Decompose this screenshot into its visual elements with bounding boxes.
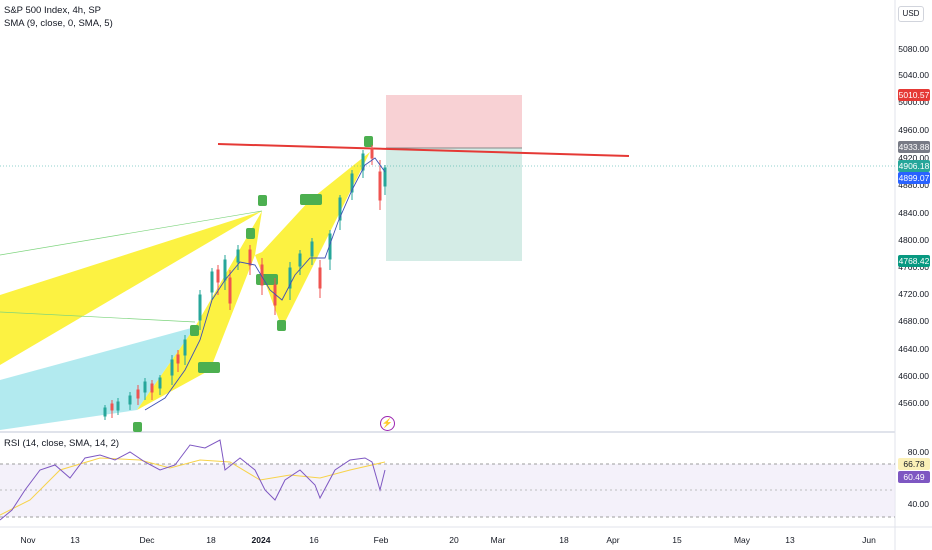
symbol-title[interactable]: S&P 500 Index, 4h, SP: [4, 5, 102, 16]
rsi-tick: 40.00: [907, 499, 929, 509]
price-tick: 5040.00: [898, 70, 929, 80]
rsi-sma-badge: 66.78: [898, 458, 930, 470]
pattern-cyan[interactable]: [0, 327, 195, 430]
rsi-value-badge: 60.49: [898, 471, 930, 483]
time-tick: 18: [559, 535, 569, 545]
price-tick: 4560.00: [898, 398, 929, 408]
time-tick: 2024: [251, 535, 271, 545]
candles[interactable]: [103, 145, 387, 420]
target-price-badge: 5010.57: [898, 89, 930, 101]
time-tick: 15: [672, 535, 682, 545]
price-tick: 4960.00: [898, 125, 929, 135]
time-tick: Apr: [606, 535, 620, 545]
target-zone[interactable]: [386, 95, 522, 148]
price-tick: 4680.00: [898, 316, 929, 326]
pattern-point[interactable]: [258, 195, 267, 206]
price-tick: 4840.00: [898, 208, 929, 218]
price-tick: 4640.00: [898, 344, 929, 354]
time-tick: 16: [309, 535, 319, 545]
time-tick: 13: [785, 535, 795, 545]
price-tick: 4720.00: [898, 289, 929, 299]
price-tick: 4800.00: [898, 235, 929, 245]
time-tick: Feb: [373, 535, 389, 545]
sma-line[interactable]: [144, 157, 386, 411]
pattern-point[interactable]: [190, 325, 199, 336]
last-price-badge: 4906.18: [898, 160, 930, 172]
entry-price-badge: 4933.88: [898, 141, 930, 153]
rsi-sma-line[interactable]: [0, 457, 386, 516]
sma-legend[interactable]: SMA (9, close, 0, SMA, 5): [4, 18, 113, 29]
rsi-line[interactable]: [0, 439, 386, 521]
time-tick: May: [733, 535, 751, 545]
price-tick: 4760.00: [898, 262, 929, 272]
pattern-guide-line: [0, 311, 196, 323]
time-tick: 18: [206, 535, 216, 545]
time-tick: 20: [449, 535, 459, 545]
pattern-point[interactable]: [364, 136, 373, 147]
pattern-ratio-label[interactable]: [300, 194, 322, 205]
pattern-ratio-label[interactable]: [198, 362, 220, 373]
lightning-icon[interactable]: ⚡: [380, 416, 395, 431]
rsi-legend[interactable]: RSI (14, close, SMA, 14, 2): [4, 438, 120, 449]
time-tick: Nov: [20, 535, 36, 545]
sma-price-badge: 4899.07: [898, 172, 930, 184]
time-tick: 13: [70, 535, 80, 545]
pattern-point[interactable]: [277, 320, 286, 331]
pattern-point[interactable]: [133, 422, 142, 432]
time-tick: Dec: [139, 535, 155, 545]
pattern-point[interactable]: [246, 228, 255, 239]
resistance-trendline[interactable]: [217, 143, 630, 157]
rsi-tick: 80.00: [907, 447, 929, 457]
currency-button[interactable]: USD: [898, 6, 924, 22]
stop-zone[interactable]: [386, 148, 522, 261]
price-tick: 5000.00: [898, 97, 929, 107]
pattern-yellow-left[interactable]: [0, 211, 262, 365]
pattern-guide-line: [0, 210, 263, 256]
time-tick: Mar: [490, 535, 506, 545]
price-tick: 4600.00: [898, 371, 929, 381]
time-tick: Jun: [862, 535, 876, 545]
stop-price-badge: 4768.42: [898, 255, 930, 267]
price-tick: 4880.00: [898, 180, 929, 190]
price-tick: 5080.00: [898, 44, 929, 54]
price-tick: 4920.00: [898, 153, 929, 163]
